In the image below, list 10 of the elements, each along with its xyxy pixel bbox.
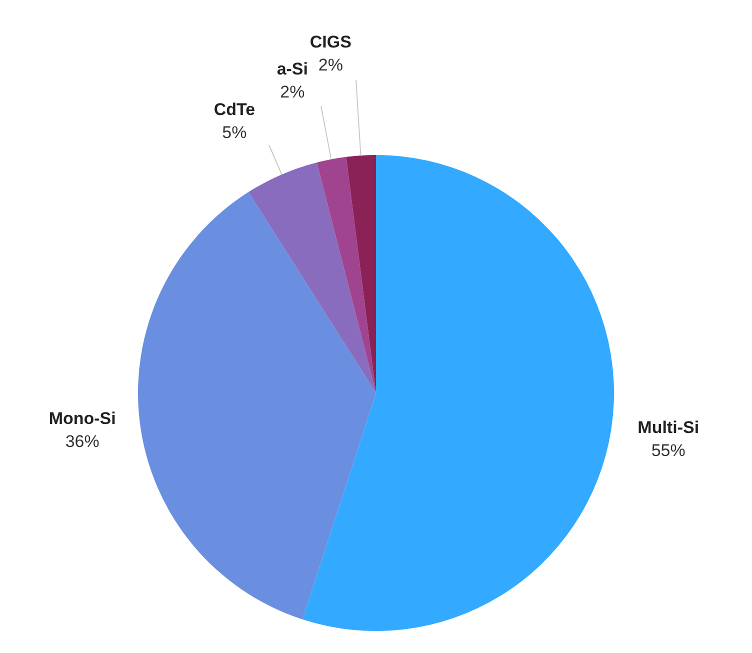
data-label: 36% xyxy=(65,432,100,451)
slice-label: CIGS xyxy=(310,32,352,52)
slice-label: a-Si xyxy=(276,59,308,78)
data-label: 2% xyxy=(280,82,305,102)
data-label: 2% xyxy=(318,55,343,74)
data-label: 55% xyxy=(651,440,686,460)
data-label: 5% xyxy=(222,123,247,142)
slice-label: CdTe xyxy=(214,100,256,120)
slice-label: Multi-Si xyxy=(638,418,700,437)
slice-label: Mono-Si xyxy=(48,408,116,428)
